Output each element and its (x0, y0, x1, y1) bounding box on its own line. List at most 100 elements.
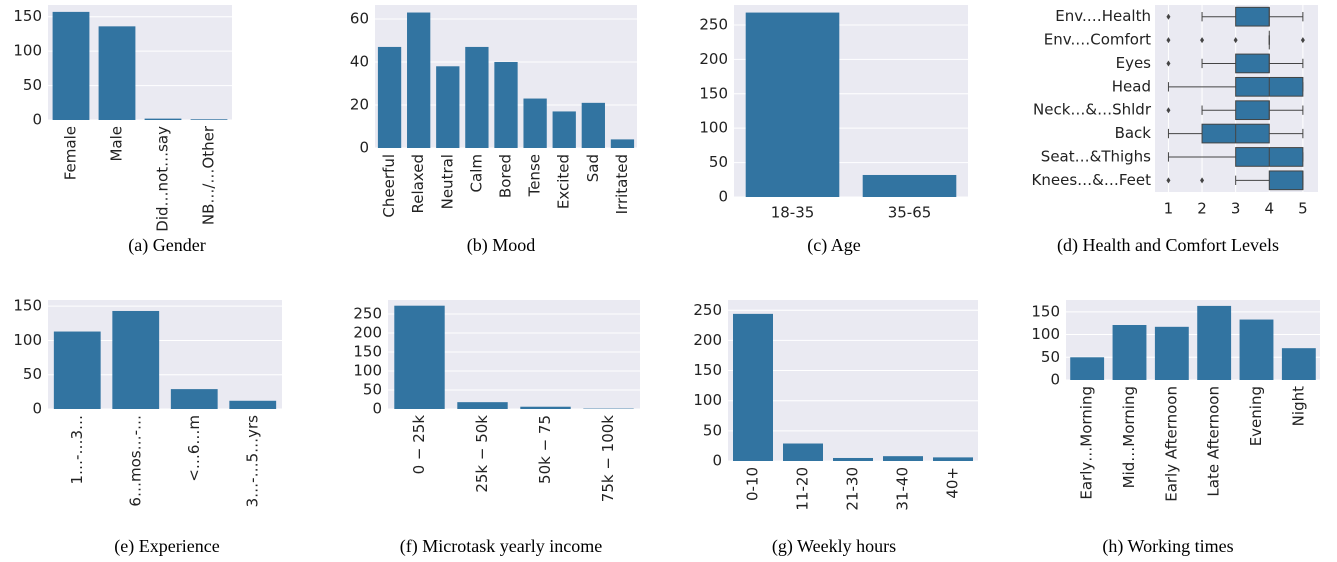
y-tick-label: 50 (709, 153, 728, 171)
bar (833, 457, 873, 461)
outlier (1200, 37, 1205, 44)
y-tick-label: 0 (712, 452, 722, 470)
x-tick-label: 3…-…5…yrs (243, 415, 261, 508)
x-tick-label: Female (62, 126, 80, 180)
x-tick-label: 6…mos…-… (126, 415, 144, 507)
x-tick-label: Mid…Morning (1120, 386, 1138, 488)
outlier (1166, 60, 1171, 67)
x-tick-label: Neutral (438, 154, 456, 209)
caption: (e) Experience (114, 536, 219, 557)
bar (1070, 357, 1105, 380)
y-tick-label: 100 (693, 391, 722, 409)
x-tick-label: Irritated (613, 154, 631, 214)
bar (1281, 348, 1316, 380)
y-tick-label: 20 (350, 95, 369, 113)
y-tick-label: 200 (693, 331, 722, 349)
y-tick-label: 40 (350, 52, 369, 70)
x-tick-label: Cheerful (380, 154, 398, 218)
bar (407, 12, 431, 148)
y-tick-label: 100 (699, 119, 728, 137)
bar (465, 46, 489, 149)
bar (52, 11, 90, 120)
y-tick-label: 100 (13, 331, 42, 349)
caption: (g) Weekly hours (772, 536, 896, 557)
bar (229, 400, 277, 409)
x-tick-label: Tense (526, 154, 544, 197)
bar (745, 12, 840, 198)
x-tick-label: Excited (555, 154, 573, 209)
x-tick-label: <…6…m (185, 415, 203, 482)
x-tick-label: 1…-…3… (68, 415, 86, 485)
y-tick-label: 0 (372, 400, 382, 418)
bar (494, 61, 518, 148)
bar (112, 310, 160, 409)
bar (98, 26, 136, 120)
x-tick-label: 5 (1298, 200, 1308, 218)
y-tick-label: 0 (32, 111, 42, 129)
y-tick-label: Env.…Health (1055, 7, 1151, 25)
y-tick-label: Env.…Comfort (1044, 31, 1151, 49)
bar (1154, 326, 1189, 380)
y-tick-label: 100 (353, 362, 382, 380)
x-tick-label: Early Afternoon (1162, 386, 1180, 502)
bar (457, 402, 508, 409)
bar (523, 98, 547, 148)
x-tick-label: Did…not…say (154, 126, 172, 232)
y-tick-label: 150 (13, 297, 42, 315)
y-tick-label: 50 (23, 76, 42, 94)
x-tick-label: 25k − 50k (473, 415, 491, 493)
y-tick-label: Seat…&Thighs (1041, 147, 1151, 165)
y-tick-label: 0 (359, 139, 369, 157)
bar (170, 389, 218, 409)
bar (783, 443, 823, 461)
x-tick-label: Sad (584, 154, 602, 182)
bar (53, 331, 101, 409)
y-tick-label: 150 (699, 84, 728, 102)
y-tick-label: 150 (13, 7, 42, 25)
x-tick-label: 1 (1164, 200, 1174, 218)
x-tick-label: Night (1289, 386, 1307, 426)
y-tick-label: 50 (1041, 348, 1060, 366)
y-tick-label: 0 (32, 400, 42, 418)
y-tick-label: Back (1115, 124, 1152, 142)
outlier (1233, 37, 1238, 44)
outlier (1166, 177, 1171, 184)
x-tick-label: Calm (467, 154, 485, 192)
y-tick-label: 0 (1050, 371, 1060, 389)
y-tick-label: 200 (699, 50, 728, 68)
y-tick-label: 250 (353, 305, 382, 323)
x-tick-label: Male (108, 126, 126, 162)
outlier (1166, 13, 1171, 20)
bar (520, 406, 571, 409)
x-tick-label: Evening (1247, 386, 1265, 446)
y-tick-label: 100 (13, 42, 42, 60)
bar (933, 457, 973, 461)
bar (190, 119, 228, 120)
x-tick-label: Bored (497, 154, 515, 198)
x-tick-label: Relaxed (409, 154, 427, 214)
x-tick-label: 21-30 (844, 467, 862, 511)
x-tick-label: NB…/…Other (200, 125, 218, 225)
x-tick-label: 0 − 25k (410, 415, 428, 475)
x-tick-label: Late Afternoon (1205, 386, 1223, 497)
outlier (1166, 37, 1171, 44)
outlier (1200, 177, 1205, 184)
y-tick-label: 0 (718, 188, 728, 206)
caption: (h) Working times (1102, 536, 1233, 557)
y-tick-label: 50 (23, 365, 42, 383)
x-tick-label: 3 (1231, 200, 1241, 218)
y-tick-label: Knees…&…Feet (1032, 171, 1152, 189)
bar (144, 118, 182, 120)
bar (394, 305, 445, 409)
y-tick-label: 150 (693, 361, 722, 379)
x-tick-label: 18-35 (771, 204, 815, 222)
y-tick-label: 50 (363, 381, 382, 399)
x-tick-label: 11-20 (794, 467, 812, 511)
y-tick-label: 50 (703, 421, 722, 439)
bar (1112, 325, 1147, 380)
caption: (f) Microtask yearly income (400, 536, 602, 557)
x-tick-label: 2 (1197, 200, 1207, 218)
y-tick-label: 60 (350, 9, 369, 27)
bar (581, 102, 605, 148)
bar (377, 46, 402, 149)
